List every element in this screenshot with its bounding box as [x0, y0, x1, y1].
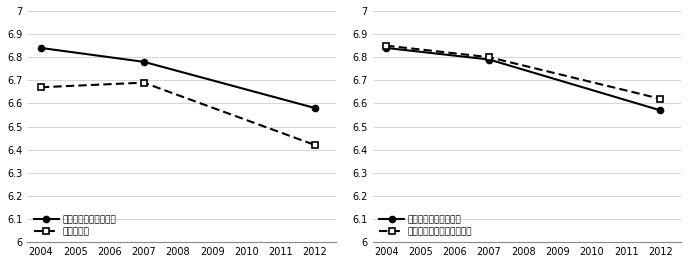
Legend: 熊本市中心市街地域内, 熊本市域外: 熊本市中心市街地域内, 熊本市域外	[32, 213, 118, 238]
熊本市中心市街地域内	[485, 58, 493, 61]
熊本市中心市街地域内	[656, 109, 665, 112]
九州内他市中心市街地域内	[485, 56, 493, 59]
熊本市域外	[140, 81, 148, 84]
Line: 熊本市中心市街地域内: 熊本市中心市街地域内	[38, 45, 319, 111]
Line: 熊本市域外: 熊本市域外	[38, 79, 319, 148]
九州内他市中心市街地域内	[656, 97, 665, 100]
熊本市中心市街地域内	[140, 60, 148, 63]
熊本市中心市街地域内	[382, 46, 390, 50]
Legend: 熊本市中心市街地域内, 九州内他市中心市街地域内: 熊本市中心市街地域内, 九州内他市中心市街地域内	[377, 213, 474, 238]
熊本市域外	[311, 144, 319, 147]
熊本市中心市街地域内	[311, 106, 319, 110]
Line: 熊本市中心市街地域内: 熊本市中心市街地域内	[383, 45, 664, 114]
熊本市域外	[36, 86, 45, 89]
九州内他市中心市街地域内	[382, 44, 390, 47]
Line: 九州内他市中心市街地域内: 九州内他市中心市街地域内	[383, 43, 664, 102]
熊本市中心市街地域内	[36, 46, 45, 50]
